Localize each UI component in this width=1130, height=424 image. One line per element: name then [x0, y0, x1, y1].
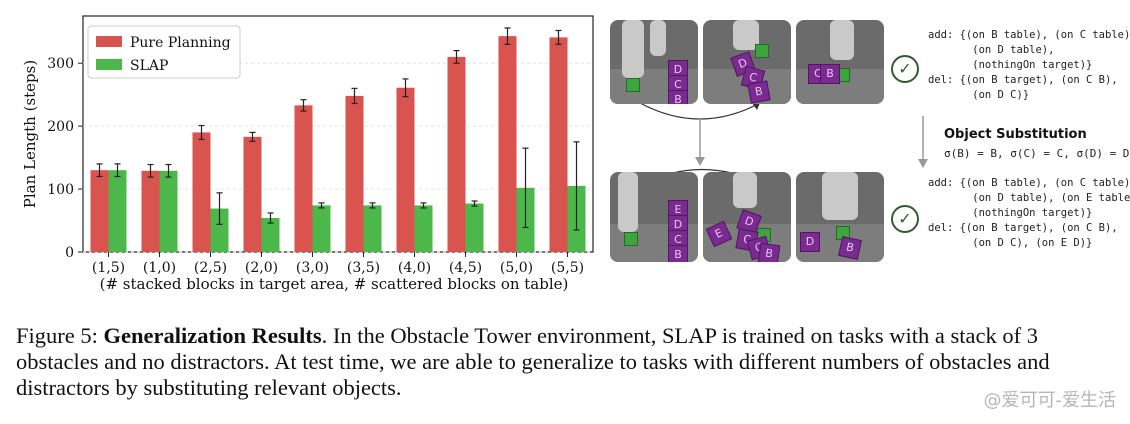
bar-slap	[210, 208, 229, 252]
figure-caption: Figure 5: Generalization Results. In the…	[16, 323, 1116, 401]
x-tick-label: (5,5)	[551, 260, 584, 276]
bar-group	[90, 27, 586, 253]
x-tick-label: (3,5)	[347, 260, 380, 276]
x-tick-label: (5,0)	[500, 260, 533, 276]
check-circle-icon: ✓	[891, 55, 919, 83]
x-axis-label: (# stacked blocks in target area, # scat…	[100, 275, 569, 293]
bar-pure-planning	[549, 37, 568, 252]
caption-title: Generalization Results	[103, 323, 322, 348]
x-tick-label: (4,5)	[449, 260, 482, 276]
scene-row2-final: D B	[796, 172, 884, 262]
legend-label-slap: SLAP	[130, 58, 168, 74]
effects-after-substitution: add: {(on B table), (on C table), (on D …	[928, 177, 1130, 249]
legend: Pure Planning SLAP	[87, 25, 241, 79]
legend-swatch-slap	[96, 59, 122, 70]
bar-slap	[159, 170, 178, 252]
y-tick-label: 300	[47, 56, 74, 72]
bar-pure-planning	[447, 56, 466, 253]
x-tick-label: (1,0)	[143, 260, 176, 276]
bar-pure-planning	[90, 170, 109, 252]
bar-slap	[363, 205, 382, 252]
substitution-title: Object Substitution	[944, 127, 1087, 142]
bar-slap	[108, 170, 127, 252]
bar-slap	[261, 218, 280, 252]
effects-before-substitution: add: {(on B table), (on C table), (on D …	[928, 29, 1130, 101]
plan-length-chart: 0 100 200 300 (1,5) (1,0) (2,5) (2,0) (3,0) (3,5…	[21, 15, 594, 293]
bar-pure-planning	[345, 95, 364, 253]
bar-pure-planning	[141, 170, 160, 252]
watermark: @爱可可-爱生活	[983, 390, 1117, 411]
bar-pure-planning	[192, 132, 211, 252]
bar-slap	[312, 205, 331, 252]
x-tick-label: (2,5)	[194, 260, 227, 276]
bar-pure-planning	[396, 87, 415, 252]
x-tick-label: (1,5)	[92, 260, 125, 276]
caption-body: . In the Obstacle Tower environment, SLA…	[16, 323, 1050, 400]
x-tick-label: (4,0)	[398, 260, 431, 276]
y-tick-label: 0	[65, 245, 74, 261]
y-tick-label: 100	[47, 182, 74, 198]
x-axis: (1,5) (1,0) (2,5) (2,0) (3,0) (3,5) (4,0) (4,5)…	[92, 252, 584, 276]
scene-row2-start: E D C B	[610, 172, 698, 262]
bar-slap	[465, 203, 484, 252]
scene-row1-final: C B	[796, 20, 884, 104]
scene-row1-start: D C B	[610, 20, 698, 104]
legend-swatch-pure-planning	[96, 36, 122, 47]
check-circle-icon: ✓	[891, 205, 919, 233]
scene-row1-middle: D C B	[703, 20, 791, 104]
caption-prefix: Figure 5:	[16, 323, 104, 348]
bar-slap	[414, 205, 433, 252]
y-tick-label: 200	[47, 119, 74, 135]
substitution-mapping: σ(B) = B, σ(C) = C, σ(D) = D	[944, 147, 1130, 160]
y-axis-label: Plan Length (steps)	[21, 60, 39, 208]
scene-row2-middle: D E C C B	[703, 172, 791, 262]
legend-box	[87, 25, 241, 79]
bar-pure-planning	[294, 105, 313, 253]
bar-pure-planning	[498, 36, 517, 252]
x-tick-label: (3,0)	[296, 260, 329, 276]
bar-pure-planning	[243, 136, 262, 252]
legend-label-pure-planning: Pure Planning	[130, 35, 231, 51]
y-axis: 0 100 200 300	[47, 56, 83, 261]
x-tick-label: (2,0)	[245, 260, 278, 276]
